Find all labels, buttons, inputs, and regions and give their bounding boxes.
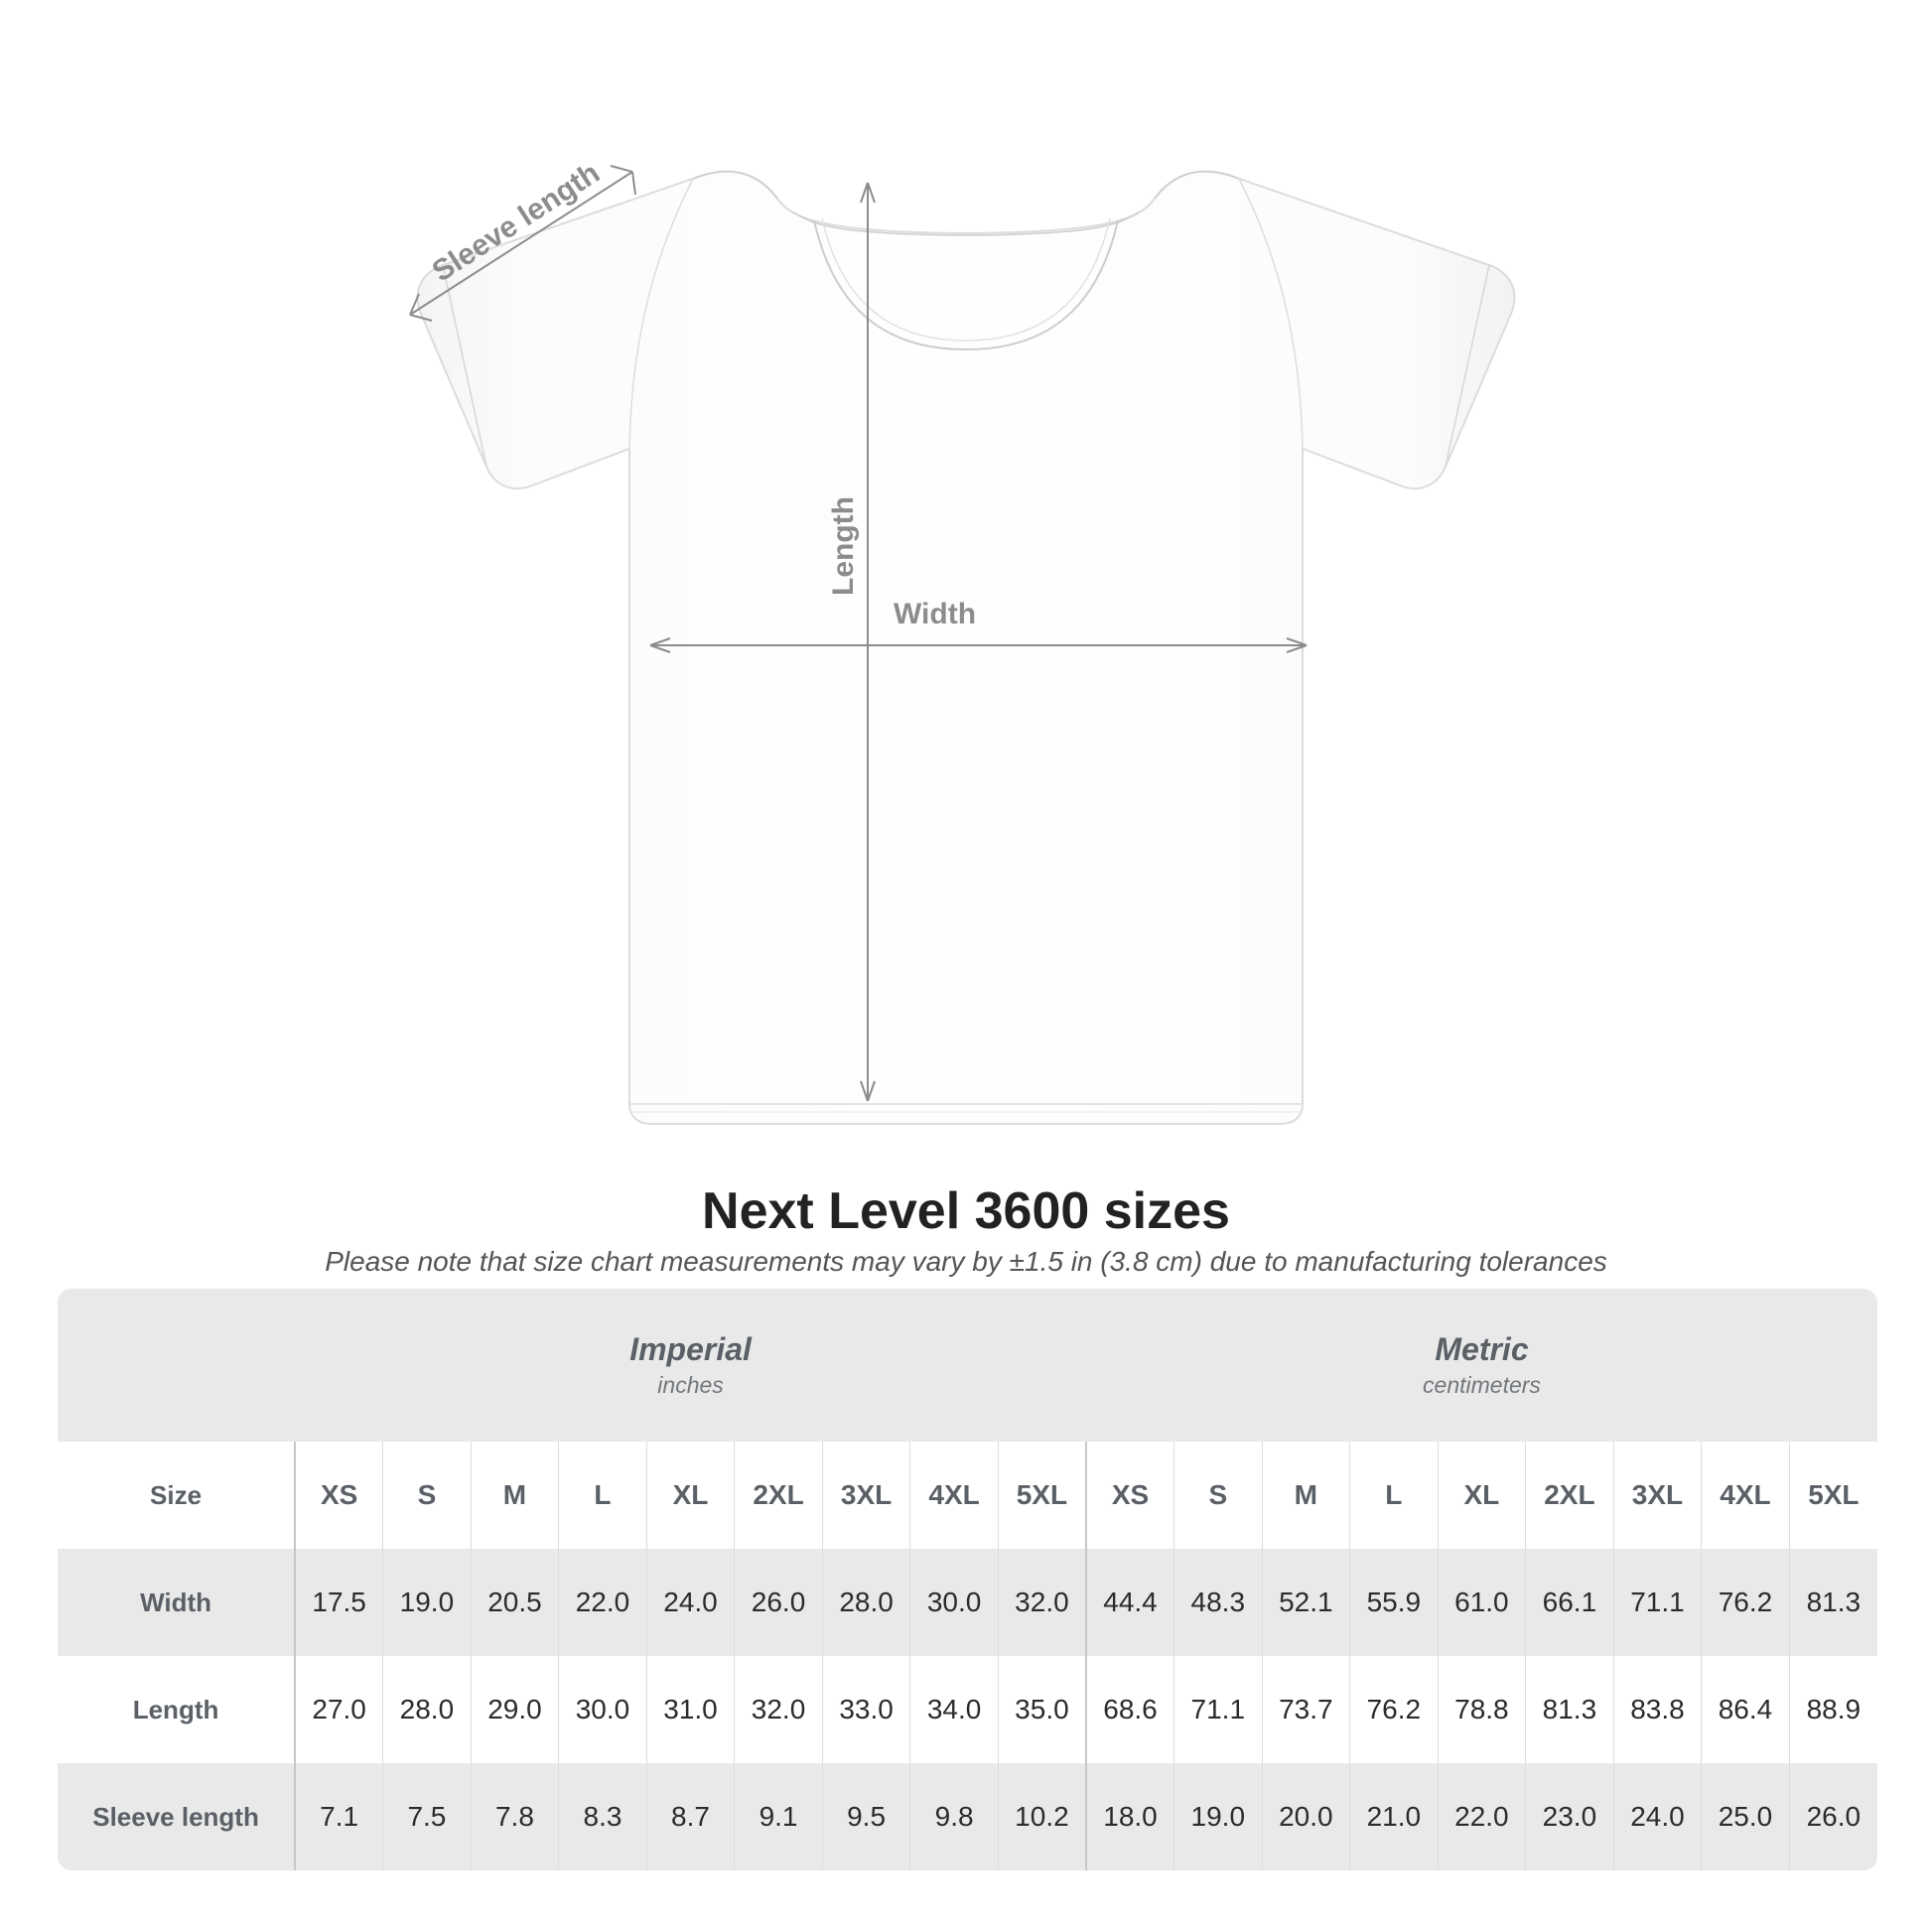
svg-text:Width: Width bbox=[894, 598, 976, 630]
svg-text:Length: Length bbox=[827, 496, 860, 596]
